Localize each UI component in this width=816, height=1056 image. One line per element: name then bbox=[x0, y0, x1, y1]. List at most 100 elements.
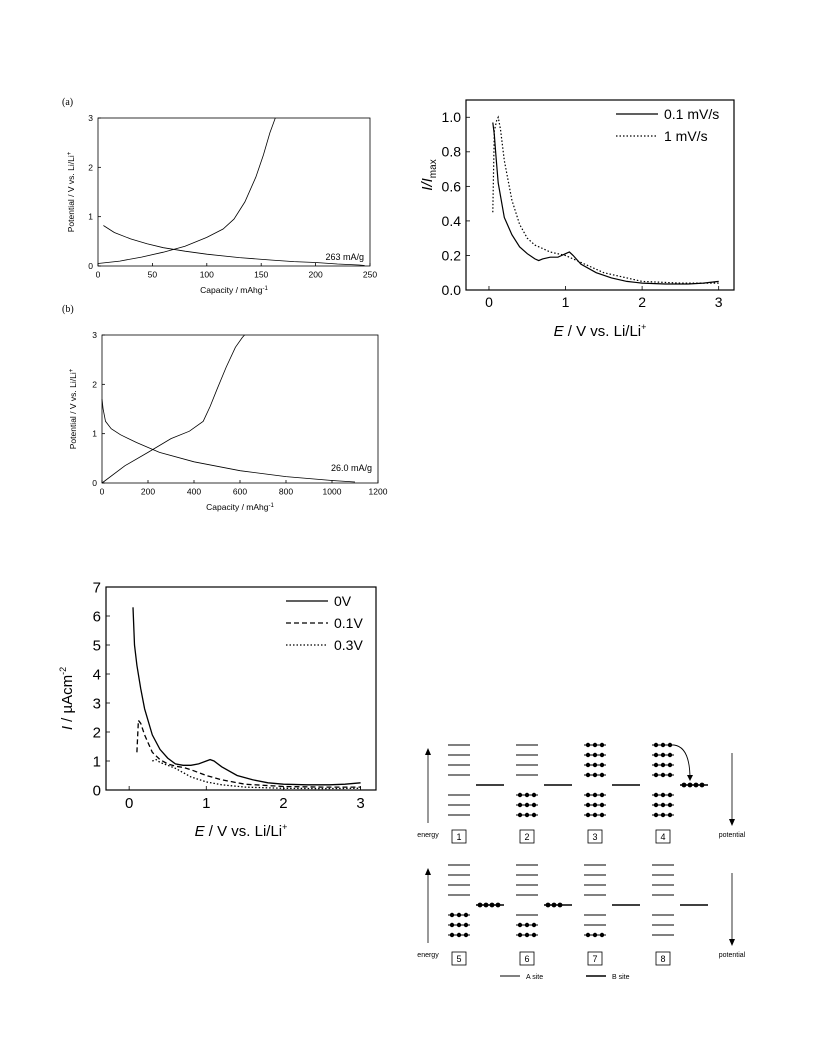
electron-dot bbox=[599, 812, 605, 818]
y-axis-label-part: Potential / V vs. Li/Li bbox=[68, 372, 78, 449]
y-tick-label: 4 bbox=[93, 666, 101, 683]
y-tick-label: 0.0 bbox=[442, 282, 462, 298]
plot-frame bbox=[105, 586, 377, 791]
electron-dot bbox=[667, 792, 673, 798]
panel-number-box bbox=[587, 829, 603, 844]
electron-dot bbox=[585, 812, 591, 818]
transfer-arrowhead bbox=[687, 775, 693, 781]
electron-dot bbox=[524, 812, 530, 818]
electron-dot bbox=[667, 762, 673, 768]
energy-arrowhead bbox=[425, 868, 431, 875]
electron-dot bbox=[585, 802, 591, 808]
panel-number: 1 bbox=[456, 832, 461, 842]
y-axis-label-part: + bbox=[69, 368, 75, 372]
electron-dot bbox=[653, 762, 659, 768]
series-line-0 bbox=[132, 607, 361, 786]
electron-dot bbox=[531, 932, 537, 938]
panel-number-box bbox=[451, 951, 467, 966]
y-tick-label: 0 bbox=[93, 782, 101, 799]
electron-dot bbox=[524, 792, 530, 798]
panel-number: 6 bbox=[524, 954, 529, 964]
x-tick-label: 400 bbox=[187, 487, 201, 497]
legend-a-site-label: A site bbox=[526, 974, 543, 981]
electron-dot bbox=[449, 912, 455, 918]
electron-dot bbox=[592, 932, 598, 938]
electron-dot bbox=[592, 762, 598, 768]
electron-dot bbox=[456, 932, 462, 938]
scheme-panel-8: 8 bbox=[652, 864, 708, 966]
electron-dot bbox=[660, 742, 666, 748]
electron-dot bbox=[667, 752, 673, 758]
electron-dot bbox=[667, 802, 673, 808]
electron-dot bbox=[517, 932, 523, 938]
electron-dot bbox=[524, 932, 530, 938]
x-tick-label: 1000 bbox=[323, 487, 342, 497]
x-tick-label: 150 bbox=[254, 270, 268, 280]
electron-dot bbox=[592, 812, 598, 818]
potential-arrowhead bbox=[729, 819, 735, 826]
x-axis-label: E / V vs. Li/Li+ bbox=[554, 322, 647, 340]
plot-frame bbox=[97, 117, 371, 267]
y-tick-label: 0.6 bbox=[442, 178, 462, 194]
panel-number-box bbox=[519, 829, 535, 844]
legend-label-1: 1 mV/s bbox=[664, 128, 708, 144]
electron-dot bbox=[660, 802, 666, 808]
x-axis-label-part: + bbox=[641, 322, 646, 332]
electron-dot bbox=[585, 792, 591, 798]
electron-dot bbox=[585, 772, 591, 778]
x-axis-label-part: E bbox=[554, 323, 565, 340]
y-tick-label: 1 bbox=[93, 753, 101, 770]
electron-dot bbox=[524, 802, 530, 808]
electron-dot bbox=[592, 772, 598, 778]
panel-label-a: (a) bbox=[62, 97, 74, 108]
series-line-1 bbox=[136, 718, 361, 788]
electron-dot bbox=[599, 742, 605, 748]
legend-b-site-label: B site bbox=[612, 974, 630, 981]
electron-dot bbox=[693, 782, 699, 788]
rate-annotation: 26.0 mA/g bbox=[331, 463, 372, 473]
x-tick-label: 1 bbox=[202, 795, 210, 812]
x-tick-label: 1200 bbox=[369, 487, 388, 497]
y-axis-label-part: -2 bbox=[58, 667, 68, 675]
y-tick-label: 0.2 bbox=[442, 247, 462, 263]
scheme-panel-3: 3 bbox=[584, 742, 640, 844]
electron-dot bbox=[463, 922, 469, 928]
x-axis-label-part: / V vs. Li/Li bbox=[205, 823, 283, 840]
scheme-panel-1: 1 bbox=[448, 744, 504, 844]
x-tick-label: 1 bbox=[562, 294, 570, 310]
y-axis-label: I/Imax bbox=[420, 159, 439, 190]
chart-c-normalized-current: 0 1 2 3 0.0 0.2 0.4 0.6 0.8 1.0 0.1 mV/s 1 mV/s E / … bbox=[420, 99, 735, 340]
legend-label-0: 0.1 mV/s bbox=[664, 106, 719, 122]
x-tick-label: 250 bbox=[363, 270, 377, 280]
electron-dot bbox=[531, 922, 537, 928]
scheme-panel-2: 2 bbox=[516, 744, 572, 844]
x-tick-label: 0 bbox=[125, 795, 133, 812]
x-axis-label: E / V vs. Li/Li+ bbox=[195, 822, 288, 840]
legend-label-1: 0.1V bbox=[334, 615, 363, 631]
electron-dot bbox=[585, 752, 591, 758]
potential-label: potential bbox=[719, 952, 746, 959]
potential-arrowhead bbox=[729, 939, 735, 946]
x-tick-label: 0 bbox=[485, 294, 493, 310]
scheme-panel-4: 4 bbox=[652, 742, 708, 844]
y-axis-label-part: Potential / V vs. Li/Li bbox=[66, 155, 76, 232]
panel-label-b: (b) bbox=[62, 304, 74, 315]
electron-dot bbox=[557, 902, 563, 908]
panel-number: 2 bbox=[524, 832, 529, 842]
y-tick-label: 7 bbox=[93, 579, 101, 596]
y-tick-label: 1.0 bbox=[442, 109, 462, 125]
panel-number: 4 bbox=[660, 832, 665, 842]
electron-dot bbox=[681, 782, 687, 788]
x-tick-label: 3 bbox=[715, 294, 723, 310]
electron-dot bbox=[531, 812, 537, 818]
y-tick-label: 0 bbox=[88, 261, 93, 271]
electron-dot bbox=[483, 902, 489, 908]
electron-dot bbox=[660, 752, 666, 758]
panel-number-box bbox=[519, 951, 535, 966]
y-tick-label: 3 bbox=[88, 113, 93, 123]
y-axis-label-part: I/I bbox=[420, 178, 436, 191]
electron-dot bbox=[653, 792, 659, 798]
panel-number-box bbox=[655, 829, 671, 844]
electron-dot bbox=[456, 922, 462, 928]
x-tick-label: 0 bbox=[96, 270, 101, 280]
